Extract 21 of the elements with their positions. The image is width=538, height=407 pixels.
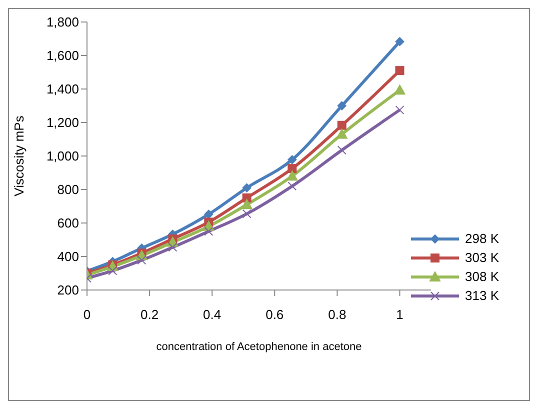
x-tick-label: 0.6 xyxy=(266,307,284,322)
y-tick-label: 800 xyxy=(57,182,79,198)
legend-label: 313 K xyxy=(465,288,499,303)
legend-label: 298 K xyxy=(465,231,499,246)
x-tick-label: 1 xyxy=(396,307,404,322)
y-tick-label: 1,000 xyxy=(46,148,79,164)
y-tick-label: 600 xyxy=(57,216,79,231)
x-tick-label: 0 xyxy=(83,307,91,322)
y-tick-label: 400 xyxy=(57,249,79,264)
y-axis-title: Viscosity mPs xyxy=(12,115,27,196)
x-tick-label: 0.2 xyxy=(140,307,159,322)
y-tick-label: 1,400 xyxy=(46,82,79,97)
legend-label: 303 K xyxy=(465,250,499,265)
y-tick-label: 1,600 xyxy=(46,48,79,64)
legend-label: 308 K xyxy=(465,269,499,284)
y-tick-label: 1,800 xyxy=(46,14,79,30)
x-axis-title: concentration of Acetophenone in acetone xyxy=(156,341,362,353)
x-tick-label: 0.4 xyxy=(203,307,222,322)
x-tick-label: 0.8 xyxy=(328,307,346,322)
y-tick-label: 1,200 xyxy=(46,115,79,130)
y-tick-label: 200 xyxy=(57,282,79,298)
